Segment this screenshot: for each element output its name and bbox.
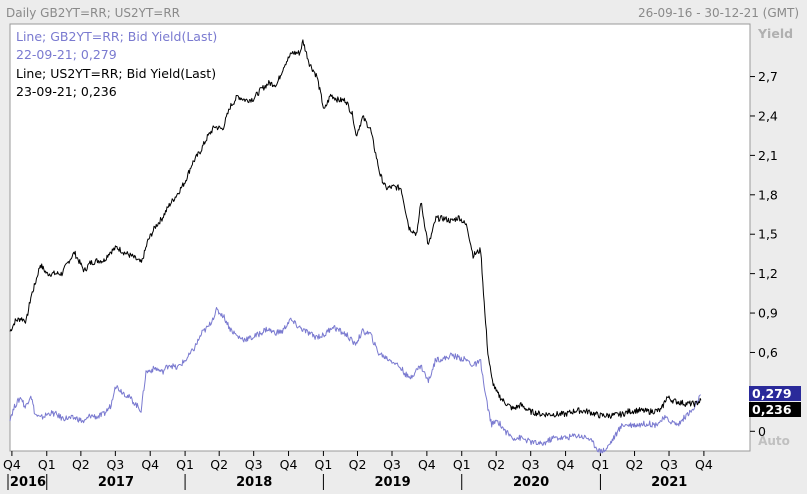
year-label: 2018 [236, 475, 272, 490]
chart-header-date-range: 26-09-16 - 30-12-21 (GMT) [637, 6, 799, 20]
x-tick-label: Q2 [210, 457, 228, 472]
x-tick-label: Q4 [3, 457, 21, 472]
legend-gb-line1[interactable]: Line; GB2YT=RR; Bid Yield(Last) [16, 29, 218, 44]
last-value-tag-us: 0,236 [749, 401, 801, 417]
legend-us-line1[interactable]: Line; US2YT=RR; Bid Yield(Last) [16, 66, 217, 81]
last-value-tag-gb: 0,279 [749, 385, 801, 401]
year-label: 2020 [513, 475, 549, 490]
chart-header-instruments: Daily GB2YT=RR; US2YT=RR [6, 6, 181, 20]
legend-gb-line2: 22-09-21; 0,279 [16, 47, 117, 62]
y-tick-label: 1,5 [758, 227, 778, 242]
x-tick-label: Q1 [315, 457, 333, 472]
x-tick-label: Q1 [38, 457, 56, 472]
x-tick-label: Q2 [626, 457, 644, 472]
x-tick-label: Q2 [349, 457, 367, 472]
series-line-us2yt-rr [9, 39, 702, 419]
year-label: 2019 [374, 475, 410, 490]
y-tick-label: 2,4 [758, 108, 778, 123]
plot-area [9, 23, 751, 452]
x-tick-label: Q4 [557, 457, 575, 472]
y-tick-label: 2,1 [758, 148, 778, 163]
x-tick-label: Q2 [72, 457, 90, 472]
y-tick-label: 0 [758, 424, 766, 439]
x-tick-label: Q2 [487, 457, 505, 472]
legend-us-line2: 23-09-21; 0,236 [16, 84, 117, 99]
y-tick-label: 0,6 [758, 345, 778, 360]
x-tick-label: Q3 [522, 457, 540, 472]
y-axis-title: Yield [757, 26, 793, 41]
x-tick-label: Q1 [453, 457, 471, 472]
x-tick-label: Q3 [660, 457, 678, 472]
year-label: 2016 [10, 475, 46, 490]
x-tick-label: Q4 [418, 457, 436, 472]
series-line-gb2yt-rr [9, 307, 701, 454]
x-tick-label: Q4 [695, 457, 713, 472]
x-tick-label: Q1 [592, 457, 610, 472]
y-tick-label: 1,8 [758, 187, 778, 202]
y-tick-label: 0,9 [758, 306, 778, 321]
year-label: 2021 [651, 475, 687, 490]
x-tick-label: Q4 [280, 457, 298, 472]
year-label: 2017 [98, 475, 134, 490]
x-tick-label: Q1 [176, 457, 194, 472]
auto-scale-button[interactable]: Auto [758, 434, 790, 448]
x-tick-label: Q3 [245, 457, 263, 472]
y-tick-label: 2,7 [758, 69, 778, 84]
x-tick-label: Q3 [106, 457, 124, 472]
x-tick-label: Q3 [383, 457, 401, 472]
x-tick-label: Q4 [141, 457, 159, 472]
y-tick-label: 1,2 [758, 266, 778, 281]
